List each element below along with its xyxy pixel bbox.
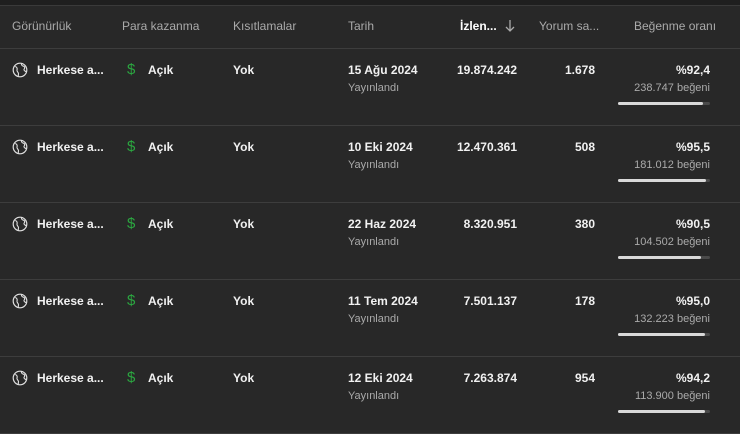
- col-visibility[interactable]: Görünürlük: [12, 19, 72, 33]
- views-value: 12.470.361: [456, 140, 517, 154]
- monetization-label[interactable]: Açık: [148, 294, 174, 308]
- dollar-icon: $: [127, 292, 136, 309]
- restrictions-label: Yok: [233, 371, 255, 385]
- like-ratio-bar: [618, 410, 710, 413]
- globe-icon: [12, 216, 28, 232]
- like-ratio-bar: [618, 102, 710, 105]
- like-count: 181.012 beğeni: [634, 159, 710, 171]
- views-value: 7.501.137: [463, 294, 517, 308]
- dollar-icon: $: [127, 215, 136, 232]
- views-value: 8.320.951: [463, 217, 517, 231]
- visibility-label[interactable]: Herkese a...: [37, 63, 104, 77]
- like-ratio-fill: [618, 102, 703, 105]
- monetization-label[interactable]: Açık: [148, 371, 174, 385]
- like-ratio-fill: [618, 256, 702, 259]
- status-label: Yayınlandı: [348, 236, 400, 248]
- monetization-label[interactable]: Açık: [148, 140, 174, 154]
- table-row[interactable]: Herkese a... $ Açık Yok 22 Haz 2024 Yayı…: [0, 203, 740, 280]
- restrictions-label: Yok: [233, 140, 255, 154]
- like-count: 104.502 beğeni: [634, 236, 710, 248]
- like-count: 132.223 beğeni: [634, 313, 710, 325]
- like-count: 238.747 beğeni: [634, 82, 710, 94]
- visibility-label[interactable]: Herkese a...: [37, 294, 104, 308]
- dollar-icon: $: [127, 369, 136, 386]
- like-ratio-bar: [618, 179, 710, 182]
- like-ratio-fill: [618, 179, 706, 182]
- status-label: Yayınlandı: [348, 313, 400, 325]
- like-percentage: %95,0: [675, 294, 710, 308]
- like-percentage: %95,5: [675, 140, 710, 154]
- comments-value: 178: [574, 294, 595, 308]
- like-ratio-fill: [618, 410, 705, 413]
- status-label: Yayınlandı: [348, 159, 400, 171]
- date-label: 22 Haz 2024: [348, 217, 417, 231]
- comments-value: 954: [574, 371, 595, 385]
- monetization-label[interactable]: Açık: [148, 217, 174, 231]
- views-value: 7.263.874: [463, 371, 517, 385]
- like-ratio-fill: [618, 333, 706, 336]
- table-row[interactable]: Herkese a... $ Açık Yok 11 Tem 2024 Yayı…: [0, 280, 740, 357]
- videos-table: Görünürlük Para kazanma Kısıtlamalar Tar…: [0, 6, 740, 434]
- arrow-down-icon[interactable]: [505, 19, 515, 33]
- visibility-label[interactable]: Herkese a...: [37, 140, 104, 154]
- status-label: Yayınlandı: [348, 82, 400, 94]
- col-date[interactable]: Tarih: [348, 19, 375, 33]
- like-percentage: %90,5: [675, 217, 710, 231]
- restrictions-label: Yok: [233, 63, 255, 77]
- restrictions-label: Yok: [233, 217, 255, 231]
- table-row[interactable]: Herkese a... $ Açık Yok 15 Ağu 2024 Yayı…: [0, 49, 740, 126]
- dollar-icon: $: [127, 61, 136, 78]
- col-restrictions[interactable]: Kısıtlamalar: [233, 19, 297, 33]
- table-header: Görünürlük Para kazanma Kısıtlamalar Tar…: [0, 6, 740, 49]
- globe-icon: [12, 370, 28, 386]
- like-ratio-bar: [618, 333, 710, 336]
- date-label: 15 Ağu 2024: [348, 63, 418, 77]
- table-row[interactable]: Herkese a... $ Açık Yok 12 Eki 2024 Yayı…: [0, 357, 740, 434]
- views-value: 19.874.242: [456, 63, 517, 77]
- status-label: Yayınlandı: [348, 390, 400, 402]
- comments-value: 508: [574, 140, 595, 154]
- visibility-label[interactable]: Herkese a...: [37, 217, 104, 231]
- globe-icon: [12, 139, 28, 155]
- comments-value: 380: [574, 217, 595, 231]
- col-views[interactable]: İzlen...: [460, 19, 497, 33]
- date-label: 11 Tem 2024: [348, 294, 418, 308]
- col-monetization[interactable]: Para kazanma: [122, 19, 200, 33]
- like-percentage: %92,4: [675, 63, 710, 77]
- date-label: 12 Eki 2024: [348, 371, 413, 385]
- top-divider: [0, 0, 740, 6]
- col-like-ratio[interactable]: Beğenme oranı: [634, 19, 717, 33]
- like-percentage: %94,2: [675, 371, 710, 385]
- comments-value: 1.678: [564, 63, 595, 77]
- globe-icon: [12, 62, 28, 78]
- restrictions-label: Yok: [233, 294, 255, 308]
- table-row[interactable]: Herkese a... $ Açık Yok 10 Eki 2024 Yayı…: [0, 126, 740, 203]
- date-label: 10 Eki 2024: [348, 140, 413, 154]
- col-comments[interactable]: Yorum sa...: [539, 19, 600, 33]
- visibility-label[interactable]: Herkese a...: [37, 371, 104, 385]
- monetization-label[interactable]: Açık: [148, 63, 174, 77]
- like-ratio-bar: [618, 256, 710, 259]
- dollar-icon: $: [127, 138, 136, 155]
- globe-icon: [12, 293, 28, 309]
- like-count: 113.900 beğeni: [634, 390, 710, 402]
